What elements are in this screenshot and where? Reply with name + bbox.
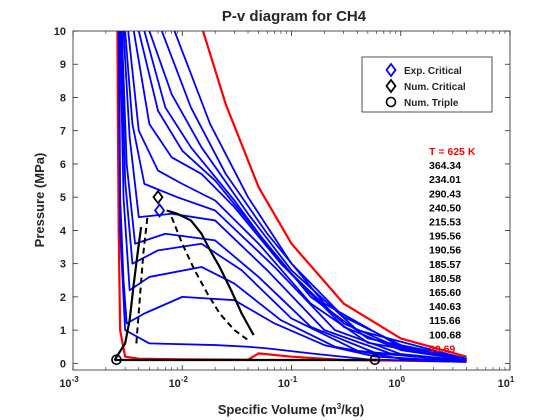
y-tick-label-0: 0	[60, 358, 66, 370]
y-tick-label-9: 9	[60, 59, 66, 71]
isotherm-label-11: 140.63	[429, 301, 461, 313]
series-line-12	[148, 31, 467, 360]
legend-label-1: Num. Critical	[404, 82, 466, 93]
x-tick-label-1: 10-2	[169, 375, 189, 390]
y-tick-label-6: 6	[60, 159, 66, 171]
legend-marker-1	[385, 78, 397, 94]
legend-label-0: Exp. Critical	[404, 66, 462, 77]
y-axis-label: Pressure (MPa)	[32, 153, 47, 248]
marker-circle-2	[111, 354, 122, 365]
series-line-3	[119, 31, 467, 363]
chart-title: P-v diagram for CH4	[222, 8, 367, 25]
plot-area	[111, 31, 467, 365]
x-axis: 10-3 10-2 10-1 100 101	[59, 31, 515, 390]
isotherm-label-4: 240.50	[429, 202, 461, 214]
y-axis: 0 1 2 3 4 5 6 7 8 9 10	[54, 26, 510, 370]
marker-circle-3	[369, 354, 381, 365]
isotherm-label-12: 115.66	[429, 315, 461, 327]
series-line-5	[120, 31, 467, 362]
series-line-2	[118, 31, 467, 363]
y-tick-label-8: 8	[60, 92, 66, 104]
legend-marker-0	[385, 62, 397, 78]
y-tick-label-4: 4	[60, 225, 67, 237]
series-line-19	[135, 217, 149, 344]
series-line-10	[137, 31, 467, 361]
legend: Exp. Critical Num. Critical Num. Triple	[361, 56, 493, 113]
isotherm-label-10: 165.60	[429, 287, 461, 299]
x-tick-label-3: 100	[388, 375, 405, 390]
series-line-11	[143, 31, 467, 361]
y-tick-label-10: 10	[54, 26, 66, 38]
series-line-4	[120, 31, 467, 363]
isotherm-label-9: 180.58	[429, 273, 461, 285]
isotherm-labels: T = 625 K 364.34 234.01 290.43 240.50 215.53 1…	[429, 146, 476, 355]
marker-diamond-1	[152, 189, 164, 205]
x-axis-label: Specific Volume (m3/kg)	[218, 402, 365, 417]
legend-box	[361, 56, 493, 113]
isotherm-label-3: 290.43	[429, 188, 461, 200]
isotherm-label-7: 190.56	[429, 245, 461, 257]
series-line-15	[201, 31, 467, 358]
isotherm-label-2: 234.01	[429, 174, 461, 186]
isotherm-label-0: T = 625 K	[429, 146, 476, 158]
y-tick-label-1: 1	[60, 325, 66, 337]
series-line-16	[113, 226, 143, 361]
series-line-13	[160, 31, 467, 360]
legend-label-2: Num. Triple	[404, 98, 459, 109]
x-tick-label-2: 10-1	[278, 375, 298, 390]
series-line-14	[173, 31, 467, 360]
x-tick-label-4: 101	[498, 375, 515, 390]
series-line-6	[122, 31, 467, 362]
x-tick-label-0: 10-3	[59, 375, 79, 390]
isotherm-label-13: 100.68	[429, 329, 461, 341]
y-tick-label-7: 7	[60, 126, 66, 138]
y-tick-label-2: 2	[60, 292, 66, 304]
isotherm-label-5: 215.53	[429, 217, 461, 229]
legend-marker-2	[385, 96, 397, 108]
series-line-17	[166, 209, 255, 336]
series-line-20	[170, 216, 249, 341]
series-line-7	[124, 31, 467, 362]
y-tick-label-3: 3	[60, 259, 66, 271]
isotherm-label-14: 90.69	[429, 343, 455, 355]
y-tick-label-5: 5	[60, 192, 66, 204]
isotherm-label-6: 195.56	[429, 231, 461, 243]
marker-diamond-0	[153, 202, 166, 218]
isotherm-label-1: 364.34	[429, 160, 461, 172]
isotherm-label-8: 185.57	[429, 259, 461, 271]
